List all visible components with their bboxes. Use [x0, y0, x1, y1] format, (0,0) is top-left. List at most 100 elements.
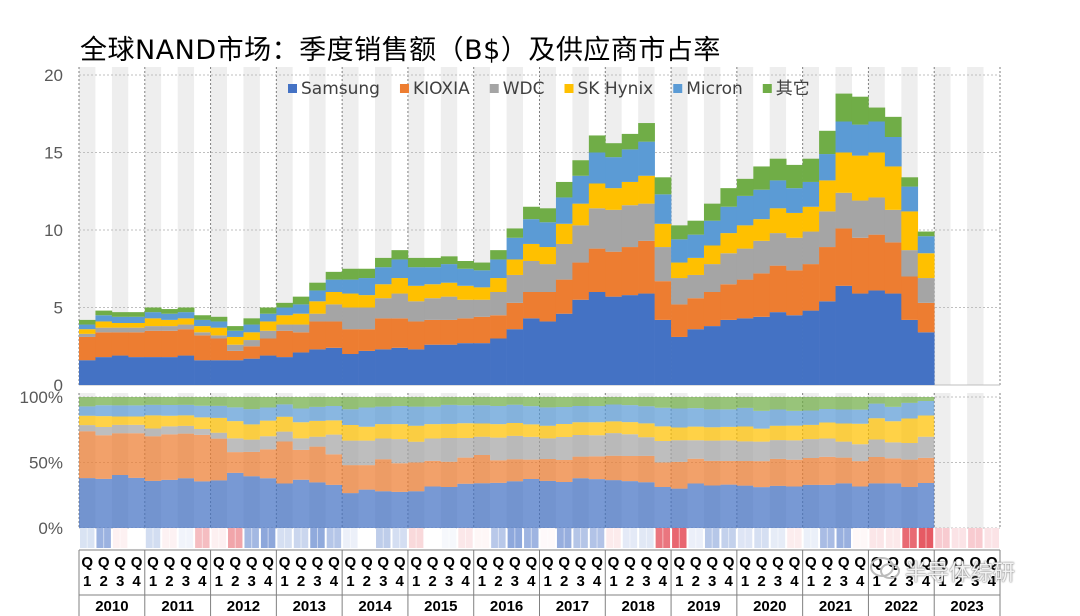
bar-wdc [588, 208, 606, 249]
quarter-q-label: Q [953, 554, 965, 571]
quarter-q-label: Q [361, 554, 373, 571]
bar-其它 [210, 316, 228, 322]
quarter-number-label: 4 [396, 573, 405, 590]
y-tick-label: 15 [44, 144, 63, 163]
quarter-number-label: 3 [576, 573, 584, 590]
bar-micron [802, 181, 820, 207]
bar-其它 [802, 158, 820, 182]
quarter-number-label: 3 [905, 573, 913, 590]
bar-samsung [835, 285, 853, 385]
bar-wdc [227, 344, 244, 351]
bar-wdc [144, 326, 162, 331]
bar-kioxia [259, 338, 277, 356]
bar-kioxia [161, 330, 178, 358]
quarter-number-label: 3 [248, 573, 256, 590]
bar-wdc [457, 299, 475, 319]
bar-samsung [901, 319, 919, 385]
bar-micron [292, 304, 310, 314]
bar-micron [490, 259, 507, 279]
share-sk-hynix [79, 415, 935, 445]
quarter-q-label: Q [937, 554, 949, 571]
bar-wdc [259, 330, 277, 339]
year-label: 2023 [950, 598, 983, 615]
bg-stripe [194, 67, 211, 385]
quarter-q-label: Q [838, 554, 850, 571]
quarter-q-label: Q [460, 554, 472, 571]
bar-sk-hynix [572, 203, 590, 226]
bar-其它 [736, 178, 754, 196]
quarter-q-label: Q [246, 554, 258, 571]
bar-samsung [210, 360, 228, 385]
bar-其它 [128, 312, 146, 317]
bar-其它 [342, 268, 359, 280]
legend-swatch [673, 84, 683, 93]
quarter-q-label: Q [772, 554, 784, 571]
bar-samsung [375, 349, 392, 385]
quarter-q-label: Q [904, 554, 916, 571]
quarter-number-label: 1 [478, 573, 486, 590]
quarter-q-label: Q [312, 554, 324, 571]
quarter-q-label: Q [525, 554, 537, 571]
bar-sk-hynix [407, 285, 425, 302]
quarter-number-label: 4 [527, 573, 536, 590]
bar-sk-hynix [819, 180, 836, 212]
quarter-q-label: Q [739, 554, 751, 571]
year-label: 2012 [227, 598, 260, 615]
bar-micron [572, 175, 590, 204]
bar-kioxia [654, 281, 672, 320]
bar-sk-hynix [111, 323, 129, 328]
quarter-q-label: Q [328, 554, 340, 571]
quarter-q-label: Q [427, 554, 439, 571]
quarter-number-label: 1 [741, 573, 749, 590]
quarter-q-label: Q [641, 554, 653, 571]
legend: Samsung KIOXIA WDC SK Hynix Micron 其它 [288, 79, 810, 99]
bar-sk-hynix [490, 278, 507, 292]
bar-wdc [736, 248, 754, 280]
bar-samsung [687, 329, 705, 385]
bar-wdc [851, 200, 869, 238]
bar-micron [227, 330, 244, 337]
bar-wdc [276, 324, 294, 331]
year-label: 2014 [358, 598, 392, 615]
quarter-number-label: 3 [840, 573, 848, 590]
bar-wdc [868, 197, 886, 235]
bg-stripe [950, 67, 968, 385]
bar-其它 [654, 177, 672, 195]
legend-label: Micron [686, 79, 743, 99]
bar-其它 [227, 326, 244, 331]
quarter-number-label: 3 [445, 573, 453, 590]
bar-wdc [210, 335, 228, 339]
bar-micron [523, 219, 540, 244]
bar-micron [177, 312, 195, 319]
quarter-number-label: 1 [280, 573, 288, 590]
bar-wdc [753, 240, 771, 274]
y-tick-label: 20 [44, 66, 63, 85]
share-micron [79, 400, 935, 429]
bar-其它 [194, 315, 211, 320]
bar-samsung [144, 357, 162, 385]
bar-其它 [506, 228, 524, 238]
bar-kioxia [605, 251, 623, 297]
quarter-number-label: 2 [889, 573, 897, 590]
bar-sk-hynix [95, 321, 113, 328]
bar-micron [128, 316, 146, 323]
bar-kioxia [424, 319, 442, 345]
y-tick-label: 10 [44, 221, 63, 240]
quarter-number-label: 1 [346, 573, 354, 590]
quarter-q-label: Q [147, 554, 159, 571]
bar-sk-hynix [851, 155, 869, 201]
bar-wdc [325, 304, 343, 322]
share-其它 [79, 397, 935, 411]
quarter-q-label: Q [673, 554, 685, 571]
bar-sk-hynix [128, 323, 146, 328]
bar-micron [786, 188, 803, 213]
bar-samsung [194, 360, 211, 385]
bar-wdc [111, 327, 129, 333]
quarter-q-label: Q [114, 554, 126, 571]
bar-kioxia [95, 332, 113, 358]
bar-kioxia [884, 242, 902, 294]
bar-wdc [292, 324, 310, 333]
bar-kioxia [111, 332, 129, 356]
bar-micron [276, 307, 294, 316]
bar-其它 [868, 107, 886, 122]
